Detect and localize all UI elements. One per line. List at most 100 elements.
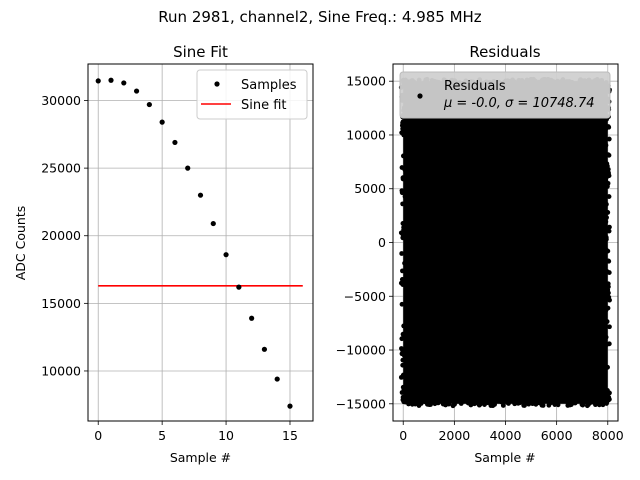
sine-fit-ytick-label: 20000	[41, 228, 81, 243]
residual-point	[605, 166, 611, 172]
sine-fit-legend: Samples Sine fit	[196, 69, 308, 120]
legend-residuals-label: Residuals	[444, 79, 506, 94]
sample-point	[210, 220, 216, 227]
residual-point	[432, 401, 438, 407]
sample-point	[108, 77, 114, 83]
residual-point	[600, 402, 606, 408]
residual-point	[607, 324, 612, 330]
residual-point	[400, 221, 406, 226]
residual-point	[605, 281, 611, 287]
residual-point	[603, 184, 609, 190]
residual-point	[400, 233, 406, 238]
residual-point	[402, 280, 408, 286]
residual-point	[402, 350, 407, 355]
residual-point	[402, 260, 407, 266]
residual-point	[399, 301, 405, 307]
residual-point	[402, 331, 408, 337]
residual-point	[603, 307, 609, 313]
figure-suptitle: Run 2981, channel2, Sine Freq.: 4.985 MH…	[158, 8, 482, 26]
residual-point	[572, 400, 578, 406]
residual-point	[603, 175, 609, 181]
residuals-xtick-label: 6000	[541, 428, 573, 443]
legend-sine-fit-label: Sine fit	[241, 98, 287, 113]
sample-point	[236, 284, 242, 290]
residual-point	[506, 401, 511, 406]
residual-point	[604, 161, 610, 167]
residuals-legend: Residuals μ = -0.0, σ = 10748.74	[399, 71, 611, 119]
residual-point	[555, 402, 561, 408]
residuals-xtick-label: 0	[399, 428, 407, 443]
residual-point	[606, 194, 612, 199]
residual-point	[399, 390, 405, 395]
sine-fit-plot-frame	[87, 63, 314, 422]
residual-point	[476, 401, 482, 407]
residual-point	[489, 401, 495, 407]
residuals-point-cloud	[403, 81, 608, 404]
residual-point	[606, 396, 612, 402]
residual-point	[604, 319, 610, 324]
sample-point	[287, 403, 293, 409]
sine-fit-xtick-label: 10	[218, 428, 234, 443]
sine-fit-ytick-label: 15000	[41, 296, 81, 311]
residual-point	[418, 401, 424, 406]
legend-samples-label: Samples	[241, 78, 297, 93]
sample-point	[261, 346, 268, 352]
residual-point	[605, 287, 611, 293]
residual-point	[533, 401, 539, 407]
residual-point	[401, 323, 407, 329]
residual-point	[512, 401, 518, 407]
sine-fit-title: Sine Fit	[173, 43, 228, 61]
residual-point	[458, 401, 464, 406]
residual-point	[452, 401, 457, 407]
residual-point	[605, 248, 611, 254]
residual-point	[605, 124, 611, 129]
residual-point	[603, 334, 609, 340]
residuals-ytick-label: −15000	[336, 396, 386, 411]
residuals-xtick-label: 8000	[592, 428, 624, 443]
residual-point	[399, 346, 404, 351]
residual-point	[605, 364, 610, 370]
residual-point	[471, 399, 477, 405]
residual-point	[606, 228, 612, 234]
residual-point	[402, 194, 408, 199]
sample-point	[146, 101, 152, 108]
sample-point	[95, 78, 101, 84]
residual-point	[605, 210, 611, 215]
residual-point	[499, 399, 505, 405]
legend-residuals-stats: μ = -0.0, σ = 10748.74	[443, 96, 594, 111]
residual-point	[400, 201, 406, 207]
residual-point	[483, 399, 489, 405]
residual-point	[402, 189, 408, 195]
sine-fit-data	[95, 77, 303, 409]
residual-point	[400, 357, 406, 363]
sample-point	[133, 88, 140, 94]
residuals-ytick-label: −10000	[336, 343, 386, 358]
legend-residuals-marker	[417, 93, 423, 99]
sample-point	[197, 192, 204, 198]
residual-point	[526, 401, 532, 407]
residual-point	[402, 228, 408, 234]
residual-point	[399, 277, 405, 282]
residual-point	[399, 251, 405, 256]
residual-point	[400, 268, 405, 274]
sine-fit-ticks: 0 5 10 15 10000 15000 20000 25000 30000	[41, 93, 298, 443]
sine-fit-xtick-label: 5	[158, 428, 166, 443]
residuals-axes: Residuals 0 2000 4000 6000 8000 −15000 −10000 −…	[336, 43, 624, 465]
residual-point	[595, 400, 601, 405]
sample-point	[223, 252, 229, 258]
sine-fit-axes: Sine Fit 0 5 10 15 10000 15000 20000 25000 30000…	[13, 43, 314, 465]
sine-fit-ytick-label: 25000	[41, 161, 81, 176]
residuals-ticks: 0 2000 4000 6000 8000 −15000 −10000 −5000 0 5000 1…	[336, 74, 624, 443]
residual-point	[603, 235, 609, 240]
residual-point	[401, 132, 407, 138]
sine-fit-legend-frame	[196, 69, 308, 120]
residual-point	[400, 362, 406, 368]
residual-point	[604, 268, 610, 274]
residual-point	[603, 396, 609, 402]
residual-point	[411, 399, 417, 405]
residual-point	[400, 374, 406, 379]
sine-fit-ylabel: ADC Counts	[13, 206, 28, 281]
residual-point	[607, 224, 612, 230]
residual-point	[546, 402, 552, 408]
residual-point	[399, 165, 405, 170]
